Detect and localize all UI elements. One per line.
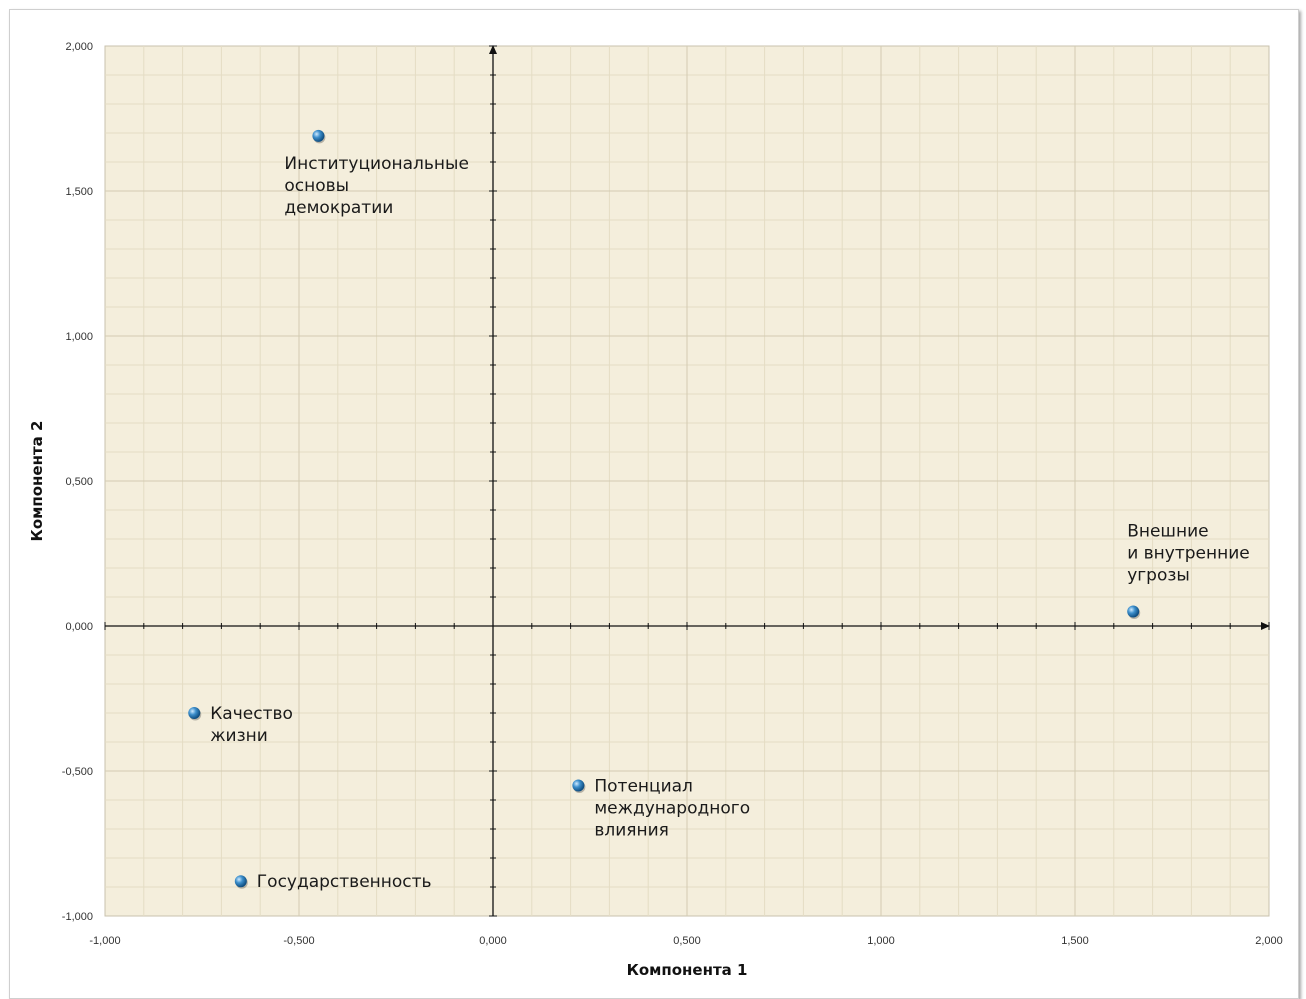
x-tick-label: 1,500	[1061, 935, 1089, 947]
data-point-label-line: Внешние	[1127, 522, 1208, 542]
data-point	[1127, 605, 1140, 618]
y-tick-label: 1,000	[65, 331, 93, 343]
data-point	[234, 875, 247, 888]
x-tick-label: 0,000	[479, 935, 507, 947]
data-point-label: Потенциал международного влияния	[594, 777, 750, 841]
data-point-label-line: жизни	[210, 726, 268, 746]
data-point-label-line: международного	[594, 799, 750, 819]
data-point	[572, 779, 585, 792]
data-point-label-line: Качество	[210, 704, 293, 724]
data-point-label-line: влияния	[594, 821, 669, 841]
data-points: Институциональные основы демократии Внешние…	[188, 129, 1250, 892]
x-tick-label: -1,000	[89, 935, 120, 947]
data-point-label-line: угрозы	[1127, 566, 1190, 586]
x-tick-label: 1,000	[867, 935, 895, 947]
x-axis-title: Компонента 1	[627, 961, 748, 979]
x-tick-label: 0,500	[673, 935, 701, 947]
data-point-label-line: основы	[284, 176, 349, 196]
y-tick-label: -1,000	[62, 911, 93, 923]
data-point-label-line: демократии	[284, 198, 393, 218]
y-axis-title: Компонента 2	[28, 421, 46, 542]
x-tick-label: -0,500	[283, 935, 314, 947]
y-tick-label: 0,500	[65, 476, 93, 488]
data-point-label-line: и внутренние	[1127, 544, 1250, 564]
axes	[104, 45, 1270, 917]
y-tick-label: 1,500	[65, 186, 93, 198]
data-point-label-line: Институциональные	[284, 154, 469, 174]
data-point-label: Государственность	[257, 872, 432, 892]
x-tick-label: 2,000	[1255, 935, 1283, 947]
y-axis-arrow	[489, 45, 497, 54]
tick-labels: -1,000 -0,500 0,000 0,500 1,000 1,500 2,000 -1,…	[62, 41, 1283, 947]
x-axis-arrow	[1261, 622, 1270, 630]
data-point-label-line: Государственность	[257, 872, 432, 892]
y-tick-label: -0,500	[62, 766, 93, 778]
data-point-label: Внешние и внутренние угрозы	[1127, 522, 1250, 586]
data-point	[188, 707, 201, 719]
data-point-label-line: Потенциал	[594, 777, 693, 797]
data-point	[312, 129, 325, 142]
y-tick-label: 0,000	[65, 621, 93, 633]
data-point-label: Институциональные основы демократии	[284, 154, 469, 218]
y-tick-label: 2,000	[65, 41, 93, 53]
data-point-label: Качество жизни	[210, 704, 293, 746]
